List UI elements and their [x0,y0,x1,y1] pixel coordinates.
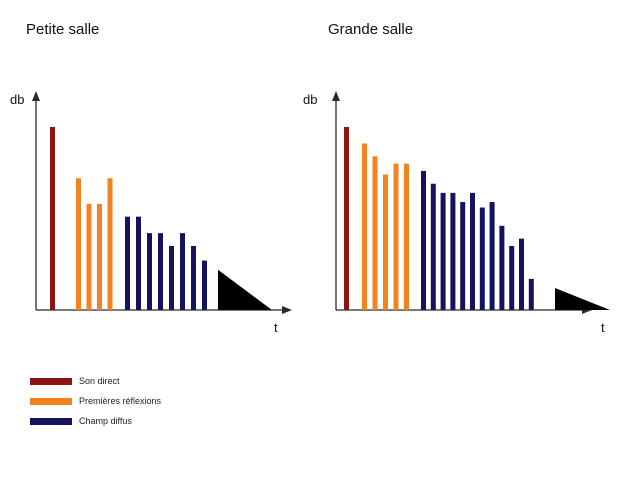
bar-diffus-8 [499,225,505,310]
bar-diffus-1 [430,183,436,310]
bar-diffus-7 [489,202,495,310]
bar-diffus-5 [470,192,475,310]
bar-reflexions-0 [362,143,367,310]
legend-label-champ-diffus: Champ diffus [79,416,132,426]
legend: Son direct Premières réflexions Champ di… [30,372,161,432]
bar-reflexions-4 [404,163,409,310]
bar-diffus-1 [136,216,141,310]
bar-diffus-2 [440,192,446,310]
bar-diffus-2 [147,233,152,310]
bar-reflexions-3 [393,163,399,310]
bar-diffus-7 [202,260,207,310]
legend-item-premieres-reflexions: Premières réflexions [30,392,161,410]
bar-diffus-6 [191,245,196,310]
bar-direct-0 [344,127,349,310]
legend-swatch-premieres-reflexions [30,397,72,405]
bar-reflexions-0 [76,178,81,310]
legend-label-premieres-reflexions: Premières réflexions [79,396,162,406]
legend-label-son-direct: Son direct [79,376,120,386]
bar-direct-0 [50,127,55,310]
bar-diffus-3 [450,192,456,310]
y-axis-arrow [32,91,40,101]
bar-diffus-6 [479,207,485,310]
reverb-tail [555,288,610,310]
legend-swatch-champ-diffus [30,417,72,425]
legend-item-son-direct: Son direct [30,372,161,390]
bar-diffus-0 [125,216,130,310]
x-axis-label: t [274,320,278,335]
bar-diffus-11 [528,278,534,310]
bar-diffus-10 [519,238,524,310]
bar-diffus-5 [180,233,185,310]
bar-reflexions-2 [97,203,102,310]
bar-diffus-3 [158,233,163,310]
bar-diffus-4 [460,202,466,310]
chart-title-grande-salle: Grande salle [328,21,414,38]
y-axis-label: db [10,92,24,107]
legend-item-champ-diffus: Champ diffus [30,412,161,430]
bar-reflexions-1 [86,203,92,310]
y-axis-label: db [303,92,317,107]
bar-reflexions-1 [372,156,378,310]
bar-diffus-9 [509,245,515,310]
legend-swatch-son-direct [30,377,72,385]
x-axis-arrow [282,306,292,314]
bar-reflexions-2 [383,174,388,310]
bar-reflexions-3 [107,178,113,310]
chart-title-petite-salle: Petite salle [26,21,100,38]
reverb-tail [218,269,272,310]
chart-1: db t [303,91,610,335]
bar-diffus-4 [169,245,174,310]
x-axis-label: t [601,320,605,335]
bar-diffus-0 [421,170,426,310]
chart-0: db t [10,91,292,335]
y-axis-arrow [332,91,340,101]
